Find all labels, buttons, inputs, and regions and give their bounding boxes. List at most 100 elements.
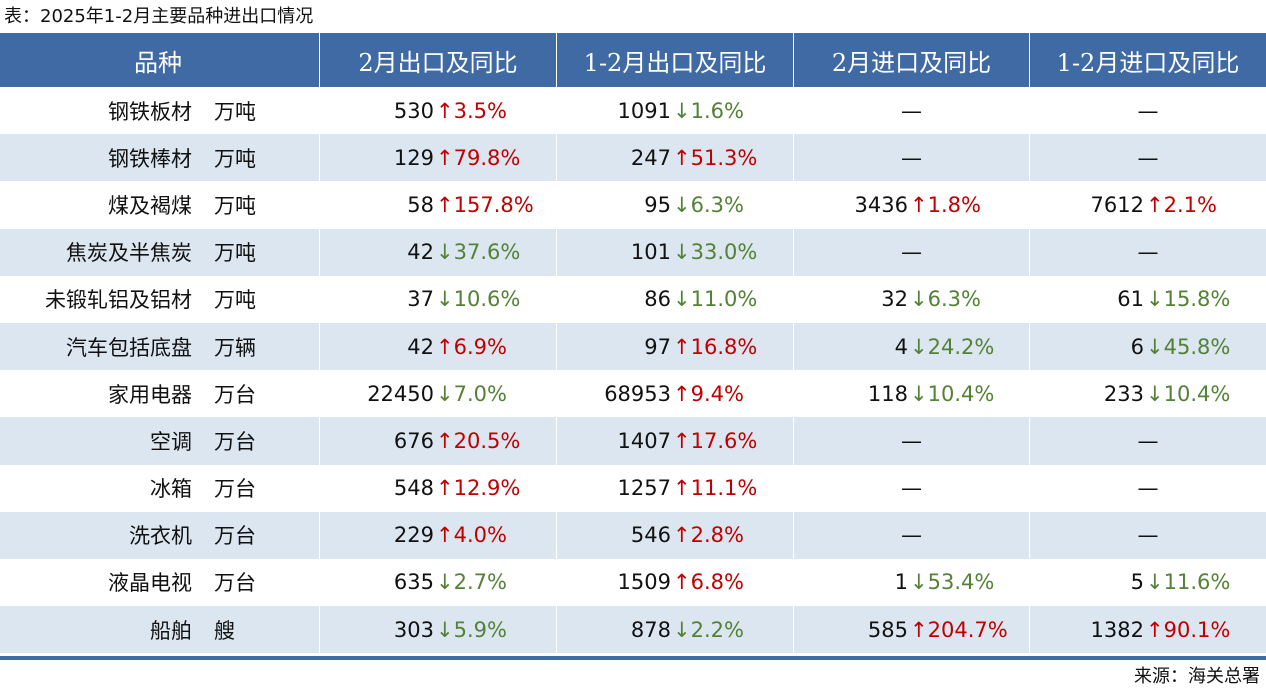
yoy-change: ↓2.7% xyxy=(436,570,507,594)
empty-value-cell: — xyxy=(794,87,1030,135)
value-cell: 6 ↓45.8% xyxy=(1030,323,1266,370)
yoy-change: ↑12.9% xyxy=(436,476,520,500)
value-cell: 37 ↓10.6% xyxy=(320,275,557,323)
yoy-percent: 6.3% xyxy=(927,287,981,312)
product-unit: 万吨 xyxy=(214,99,256,124)
table-row: 钢铁板材 万吨 530 ↑3.5% 1091 ↓1.6% — — xyxy=(0,87,1266,135)
product-name: 煤及褐煤 xyxy=(108,193,192,218)
product-cell: 未锻轧铝及铝材 万吨 xyxy=(0,275,320,323)
yoy-percent: 51.3% xyxy=(690,145,758,170)
value-number: 233 xyxy=(1103,381,1144,406)
product-unit: 万台 xyxy=(214,477,256,502)
yoy-percent: 4.0% xyxy=(453,523,507,548)
yoy-change: ↑4.0% xyxy=(436,523,507,547)
value-number: 61 xyxy=(1117,287,1144,312)
value-number: 878 xyxy=(630,617,671,642)
value-number: 530 xyxy=(393,98,434,123)
value-number: 6 xyxy=(1130,334,1144,359)
yoy-change: ↑90.1% xyxy=(1146,618,1230,642)
product-unit: 万吨 xyxy=(214,146,256,171)
product-unit: 万吨 xyxy=(214,241,256,266)
value-number: 22450 xyxy=(367,381,434,406)
yoy-change: ↑157.8% xyxy=(436,193,534,217)
yoy-percent: 10.4% xyxy=(1163,381,1231,406)
yoy-change: ↓5.9% xyxy=(436,618,507,642)
empty-value-cell: — xyxy=(794,464,1030,512)
arrow-down-icon: ↓ xyxy=(436,617,454,642)
yoy-change: ↓24.2% xyxy=(910,335,994,359)
table-row: 家用电器 万台 22450 ↓7.0% 68953 ↑9.4% 118 ↓10.4% 233 ↓1… xyxy=(0,370,1266,418)
header-ytd-import: 1-2月进口及同比 xyxy=(1056,48,1240,77)
product-name: 洗衣机 xyxy=(129,524,192,549)
value-number: 58 xyxy=(407,192,434,217)
value-cell: 229 ↑4.0% xyxy=(320,511,557,559)
yoy-percent: 2.2% xyxy=(690,617,744,642)
product-cell: 冰箱 万台 xyxy=(0,464,320,512)
arrow-down-icon: ↓ xyxy=(673,98,691,123)
value-number: 129 xyxy=(393,145,434,170)
table-row: 液晶电视 万台 635 ↓2.7% 1509 ↑6.8% 1 ↓53.4% 5 ↓11.6% xyxy=(0,558,1266,607)
value-cell: 86 ↓11.0% xyxy=(557,275,794,323)
yoy-percent: 11.6% xyxy=(1163,570,1231,595)
empty-value-cell: — xyxy=(1137,240,1159,265)
value-cell: 585 ↑204.7% xyxy=(794,606,1030,654)
value-cell: 61 ↓15.8% xyxy=(1030,276,1266,323)
value-number: 1382 xyxy=(1090,617,1144,642)
yoy-percent: 20.5% xyxy=(453,428,521,453)
yoy-percent: 12.9% xyxy=(453,476,521,501)
yoy-percent: 24.2% xyxy=(927,334,995,359)
empty-value-cell: — xyxy=(1137,523,1159,548)
empty-value-cell: — xyxy=(794,511,1030,559)
yoy-percent: 5.9% xyxy=(453,617,507,642)
yoy-change: ↓33.0% xyxy=(673,240,757,264)
yoy-change: ↓53.4% xyxy=(910,570,994,594)
product-cell: 钢铁棒材 万吨 xyxy=(0,134,320,182)
yoy-change: ↓37.6% xyxy=(436,240,520,264)
yoy-change: ↓15.8% xyxy=(1146,287,1230,311)
value-cell: 4 ↓24.2% xyxy=(794,322,1030,371)
arrow-up-icon: ↑ xyxy=(436,476,454,501)
yoy-percent: 2.1% xyxy=(1163,192,1217,217)
yoy-percent: 11.0% xyxy=(690,287,758,312)
empty-value-cell: — xyxy=(794,134,1030,182)
value-cell: 676 ↑20.5% xyxy=(320,417,557,465)
empty-value-cell: — xyxy=(1137,98,1159,123)
arrow-up-icon: ↑ xyxy=(436,145,454,170)
value-cell: 635 ↓2.7% xyxy=(320,558,557,607)
product-cell: 液晶电视 万台 xyxy=(0,558,320,607)
source-note: 来源：海关总署 xyxy=(1134,666,1260,687)
yoy-percent: 2.8% xyxy=(690,523,744,548)
yoy-percent: 16.8% xyxy=(690,334,758,359)
product-unit: 万吨 xyxy=(214,288,256,313)
empty-value-cell: — xyxy=(1137,145,1159,170)
arrow-up-icon: ↑ xyxy=(673,523,691,548)
arrow-down-icon: ↓ xyxy=(436,240,454,265)
yoy-percent: 1.6% xyxy=(690,98,744,123)
arrow-down-icon: ↓ xyxy=(673,192,691,217)
bottom-rule xyxy=(0,656,1266,660)
arrow-up-icon: ↑ xyxy=(673,381,691,406)
arrow-up-icon: ↑ xyxy=(673,570,691,595)
product-unit: 万台 xyxy=(214,429,256,454)
yoy-change: ↓10.4% xyxy=(910,382,994,406)
product-name: 家用电器 xyxy=(108,382,192,407)
value-cell: 1509 ↑6.8% xyxy=(557,558,794,607)
product-name: 钢铁板材 xyxy=(108,99,192,124)
product-cell: 家用电器 万台 xyxy=(0,370,320,418)
product-name: 空调 xyxy=(150,429,192,454)
arrow-up-icon: ↑ xyxy=(673,334,691,359)
value-cell: 42 ↑6.9% xyxy=(320,322,557,371)
product-cell: 汽车包括底盘 万辆 xyxy=(0,322,320,371)
yoy-percent: 2.7% xyxy=(453,570,507,595)
product-unit: 艘 xyxy=(214,618,235,643)
value-cell: 42 ↓37.6% xyxy=(320,228,557,276)
value-cell: 303 ↓5.9% xyxy=(320,606,557,654)
value-cell: 1382 ↑90.1% xyxy=(1030,606,1266,653)
yoy-percent: 53.4% xyxy=(927,570,995,595)
value-number: 229 xyxy=(393,523,434,548)
value-cell: 1091 ↓1.6% xyxy=(557,87,794,135)
value-cell: 3436 ↑1.8% xyxy=(794,181,1030,229)
value-number: 118 xyxy=(867,381,908,406)
arrow-down-icon: ↓ xyxy=(436,570,454,595)
yoy-percent: 17.6% xyxy=(690,428,758,453)
